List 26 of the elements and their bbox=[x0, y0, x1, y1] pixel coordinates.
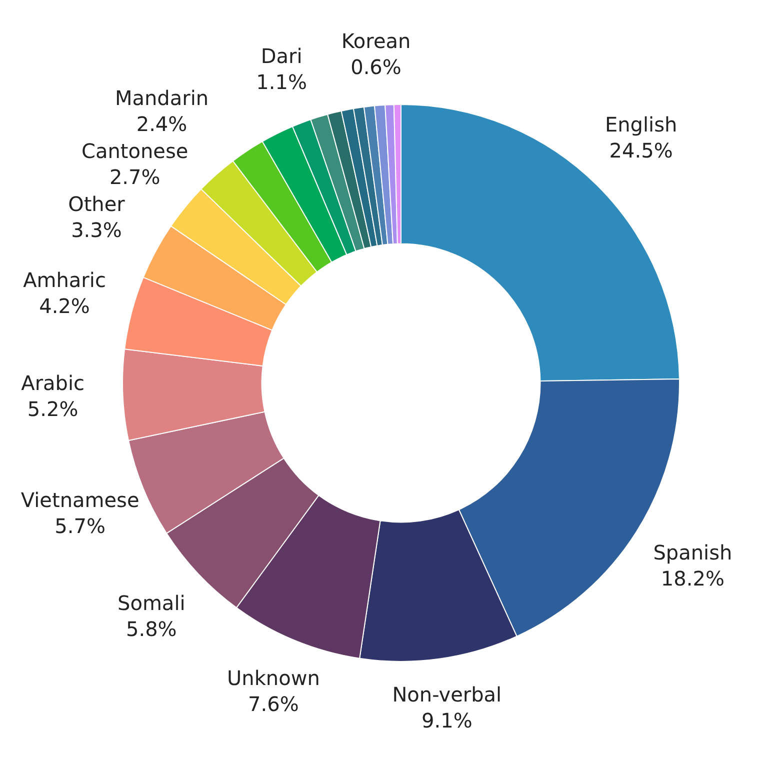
slice-label: Korean bbox=[341, 28, 411, 53]
slice-label: Amharic bbox=[23, 268, 106, 292]
data-label: 7.6% bbox=[248, 692, 299, 716]
data-label: 24.5% bbox=[609, 138, 673, 163]
data-label: 2.7% bbox=[109, 164, 160, 189]
data-label: 18.2% bbox=[660, 566, 724, 591]
slice-label: Non-verbal bbox=[392, 682, 502, 707]
slice-label: Mandarin bbox=[114, 86, 209, 110]
data-label: 4.2% bbox=[39, 294, 90, 318]
data-label: 0.6% bbox=[350, 54, 402, 79]
slice-label: Other bbox=[68, 192, 126, 216]
slice-label: Unknown bbox=[227, 666, 320, 690]
slice-label: Somali bbox=[118, 590, 186, 615]
slice-label: Cantonese bbox=[82, 138, 188, 163]
data-label: 5.2% bbox=[27, 397, 78, 422]
slice-label: Arabic bbox=[21, 371, 85, 396]
data-label: 1.1% bbox=[256, 70, 307, 94]
slice-label: English bbox=[604, 112, 678, 137]
data-label: 5.8% bbox=[126, 616, 177, 641]
data-label: 2.4% bbox=[136, 112, 188, 136]
data-label: 3.3% bbox=[71, 218, 122, 242]
data-label: 5.7% bbox=[54, 514, 106, 538]
slice-label: Vietnamese bbox=[20, 488, 140, 512]
slice-label: Dari bbox=[260, 44, 302, 68]
data-label: 9.1% bbox=[422, 708, 472, 733]
slice-label: Spanish bbox=[653, 540, 732, 565]
